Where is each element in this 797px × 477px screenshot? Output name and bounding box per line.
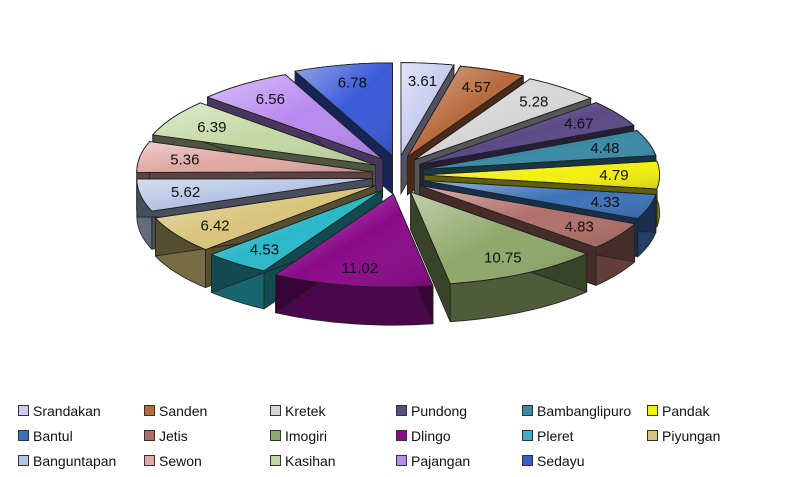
data-label-bantul: 4.33 [591,194,620,211]
data-label-bambanglipuro: 4.48 [590,140,619,157]
data-label-sanden: 4.57 [462,79,491,96]
slice-sheen-kretek [414,78,592,161]
slice-sheen-pleret [210,189,383,272]
legend-swatch [522,430,533,441]
pie-chart: 3.61 4.57 5.28 4.67 4.48 4.79 4.33 4.83 10.75 11.… [136,62,660,326]
slice-sheen-srandakan [400,62,455,158]
legend-item-imogiri: Imogiri [270,428,396,444]
legend-label: Jetis [159,427,188,444]
legend-swatch [144,430,155,441]
legend-label: Bambanglipuro [537,402,632,419]
legend-swatch [396,455,407,466]
legend-label: Pajangan [411,452,471,469]
legend-item-sanden: Sanden [144,403,270,419]
data-label-kasihan: 6.39 [197,119,226,136]
slice-sheen-jetis [419,185,636,248]
legend-label: Sedayu [537,452,585,469]
legend-item-jetis: Jetis [144,428,270,444]
legend-swatch [18,430,29,441]
legend-item-bantul: Bantul [18,428,144,444]
data-label-pundong: 4.67 [564,115,593,132]
data-label-kretek: 5.28 [519,94,548,111]
legend-swatch [270,405,281,416]
legend-label: Kretek [285,402,326,419]
legend-item-banguntapan: Banguntapan [18,453,144,469]
data-label-sewon: 5.36 [170,152,199,169]
legend-item-srandakan: Srandakan [18,403,144,419]
legend-item-sedayu: Sedayu [522,453,647,469]
legend-label: Pundong [411,402,468,419]
slice-sheen-banguntapan [136,178,373,212]
slice-sheen-imogiri [409,191,588,285]
slice-sheen-bantul [422,180,657,220]
legend-swatch [270,430,281,441]
slice-sheen-kasihan [151,102,376,166]
legend-item-sewon: Sewon [144,453,270,469]
legend-item-piyungan: Piyungan [647,428,773,444]
legend-label: Kasihan [285,452,336,469]
legend-label: Bantul [33,427,73,444]
legend-row: Bantul Jetis Imogiri Dlingo Pleret Piyungan [18,423,788,448]
legend-swatch [396,430,407,441]
legend-label: Sewon [159,452,202,469]
legend-swatch [270,455,281,466]
slice-sheen-bambanglipuro [422,130,657,170]
legend-item-pleret: Pleret [522,428,647,444]
legend-label: Dlingo [411,427,451,444]
legend-swatch [396,405,407,416]
legend-label: Srandakan [33,402,101,419]
slice-sheen-piyungan [154,184,377,251]
slice-sheen-dlingo [274,193,434,288]
legend-row: Banguntapan Sewon Kasihan Pajangan Sedayu [18,448,788,473]
legend-label: Banguntapan [33,452,117,469]
slice-sheen-pandak [423,160,660,190]
legend-swatch [18,455,29,466]
slice-sheen-pajangan [206,74,383,160]
legend-swatch [522,405,533,416]
legend-label: Imogiri [285,427,328,444]
legend-item-pandak: Pandak [647,403,773,419]
legend-label: Piyungan [662,427,721,444]
legend-swatch [144,455,155,466]
legend-swatch [144,405,155,416]
legend-swatch [647,405,658,416]
data-label-srandakan: 3.61 [408,73,437,90]
legend-row: Srandakan Sanden Kretek Pundong Bambanglipur… [18,398,788,423]
legend-swatch [647,430,658,441]
legend-label: Pleret [537,427,574,444]
data-label-pajangan: 6.56 [256,91,285,108]
slice-sheen-sedayu [294,62,393,157]
data-label-dlingo: 11.02 [342,260,378,277]
legend-item-dlingo: Dlingo [396,428,522,444]
slice-sheen-pundong [419,102,635,165]
legend-label: Sanden [159,402,208,419]
legend-swatch [522,455,533,466]
data-label-banguntapan: 5.62 [171,184,200,201]
data-label-piyungan: 6.42 [200,217,229,234]
legend: Srandakan Sanden Kretek Pundong Bambanglipur… [18,398,788,473]
legend-label: Pandak [662,402,710,419]
legend-item-kretek: Kretek [270,403,396,419]
data-label-sedayu: 6.78 [338,75,367,92]
legend-item-bambanglipuro: Bambanglipuro [522,403,647,419]
legend-item-kasihan: Kasihan [270,453,396,469]
legend-item-pundong: Pundong [396,403,522,419]
data-label-pleret: 4.53 [250,241,279,258]
legend-swatch [18,405,29,416]
data-label-pandak: 4.79 [599,167,628,184]
pie-chart-svg: 3.61 4.57 5.28 4.67 4.48 4.79 4.33 4.83 10.75 11.… [136,62,660,326]
data-label-imogiri: 10.75 [484,250,522,267]
slice-sheen-sanden [407,65,525,158]
data-label-jetis: 4.83 [565,218,594,235]
slice-sheen-sewon [136,141,373,173]
legend-item-pajangan: Pajangan [396,453,522,469]
